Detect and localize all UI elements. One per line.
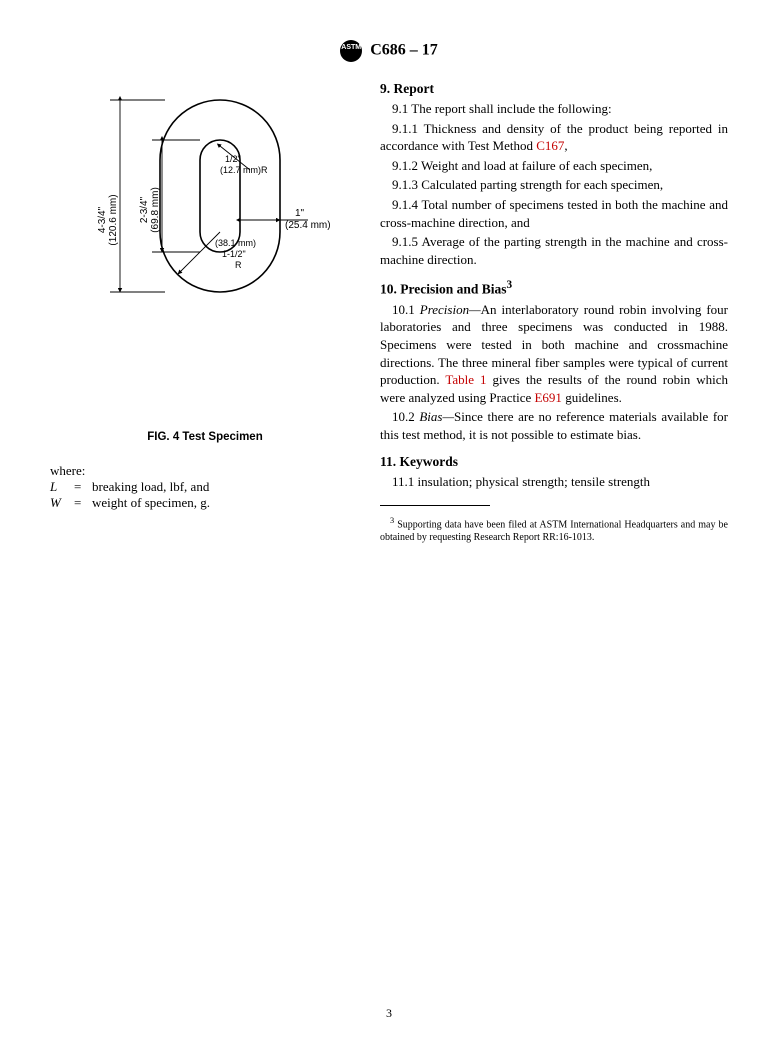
- dim-inner-r-mm: (12.7 mm)R: [220, 165, 268, 175]
- page-number: 3: [0, 1006, 778, 1021]
- sec11-p1: 11.1 insulation; physical strength; tens…: [380, 473, 728, 491]
- sec9-p1: 9.1 The report shall include the followi…: [380, 100, 728, 118]
- figure-caption: FIG. 4 Test Specimen: [50, 431, 360, 443]
- dim-wall-in: 1": [295, 208, 305, 219]
- where-W-sym: W: [50, 495, 74, 511]
- where-L-sym: L: [50, 479, 74, 495]
- sec11-head: 11. Keywords: [380, 453, 728, 471]
- sec9-p5: 9.1.4 Total number of specimens tested i…: [380, 196, 728, 231]
- link-e691[interactable]: E691: [534, 390, 561, 405]
- sec10-p1: 10.1 Precision—An interlaboratory round …: [380, 301, 728, 406]
- link-table1[interactable]: Table 1: [445, 372, 486, 387]
- dim-outer-r-in: 1-1/2": [222, 249, 246, 259]
- sec9-p4: 9.1.3 Calculated parting strength for ea…: [380, 176, 728, 194]
- dim-outer-h-mm: (120.6 mm): [108, 194, 119, 245]
- dim-outer-h-in: 4-3/4": [97, 206, 108, 233]
- where-W-def: weight of specimen, g.: [92, 495, 210, 511]
- where-eq: =: [74, 479, 92, 495]
- dim-inner-h-in: 2-3/4": [139, 196, 150, 223]
- doc-header: ASTM C686 – 17: [50, 40, 728, 62]
- figure-4: 4-3/4" (120.6 mm) 2-3/4" (69.8 mm) 1/2" …: [50, 70, 360, 443]
- sec9-head: 9. Report: [380, 80, 728, 98]
- dim-inner-r-in: 1/2": [225, 154, 241, 164]
- astm-logo-icon: ASTM: [340, 40, 362, 62]
- specimen-diagram: 4-3/4" (120.6 mm) 2-3/4" (69.8 mm) 1/2" …: [50, 70, 360, 420]
- dim-inner-h-mm: (69.8 mm): [150, 187, 161, 233]
- designation-text: C686 – 17: [370, 42, 438, 59]
- sec9-p2: 9.1.1 Thickness and density of the produ…: [380, 120, 728, 155]
- footnote-rule: [380, 505, 490, 506]
- where-label: where:: [50, 463, 360, 479]
- sec10-head: 10. Precision and Bias3: [380, 278, 728, 299]
- where-eq: =: [74, 495, 92, 511]
- sec9-p3: 9.1.2 Weight and load at failure of each…: [380, 157, 728, 175]
- dim-outer-r-suffix: R: [235, 260, 242, 270]
- sec9-p6: 9.1.5 Average of the parting strength in…: [380, 233, 728, 268]
- dim-wall-mm: (25.4 mm): [285, 220, 331, 231]
- where-L-def: breaking load, lbf, and: [92, 479, 209, 495]
- where-block: where: L = breaking load, lbf, and W = w…: [50, 463, 360, 511]
- link-c167[interactable]: C167: [536, 138, 564, 153]
- footnote-3: 3 Supporting data have been filed at AST…: [380, 516, 728, 544]
- sec10-p2: 10.2 Bias—Since there are no reference m…: [380, 408, 728, 443]
- dim-outer-r-mm: (38.1 mm): [215, 238, 256, 248]
